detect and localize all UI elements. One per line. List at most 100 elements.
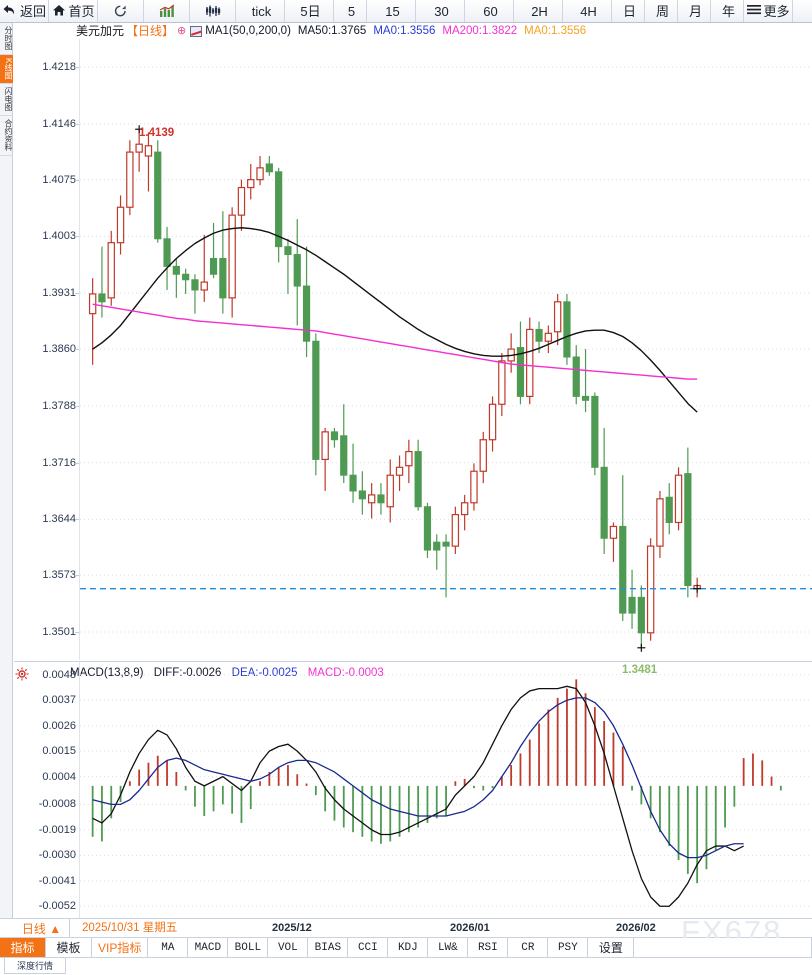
home-icon (52, 4, 66, 19)
toolbar-more[interactable]: 更多 (744, 0, 793, 22)
ma-magenta-line (92, 303, 698, 380)
macd-tick-label: -0.0030 (38, 849, 76, 862)
indicator-tab-lw[interactable]: LW& (428, 938, 469, 957)
price-tick (75, 349, 79, 351)
high-marker-cross (135, 125, 144, 134)
toolbar-indicator[interactable] (190, 0, 236, 22)
indicator-tab-ma[interactable]: MA (148, 938, 189, 957)
toolbar-m15[interactable]: 15 (367, 0, 416, 22)
candle (665, 483, 673, 535)
toolbar-chart[interactable] (144, 0, 190, 22)
toolbar-week-label: 周 (655, 3, 669, 19)
price-chart-panel[interactable]: 1.4218 1.4146 1.4075 1.4003 1.3931 1.3860 1.37… (14, 39, 812, 676)
toolbar-m5-label: 5 (347, 3, 356, 19)
indicator-tab-vol[interactable]: VOL (268, 938, 309, 957)
candle (321, 427, 329, 491)
price-tick (75, 632, 79, 634)
ma-legend: MA1(50,0,200,0) MA50:1.3765 MA0:1.3556 MA20… (205, 23, 593, 39)
price-tick (75, 293, 79, 295)
toolbar-home[interactable]: 首页 (49, 0, 98, 22)
toolbar-h2[interactable]: 2H (514, 0, 563, 22)
candle (395, 455, 404, 491)
sidebar-item-1[interactable]: K线图 (0, 55, 13, 85)
indicator-tab-[interactable]: 设置 (588, 938, 635, 957)
macd-y-axis: 0.0048 0.0037 0.0026 0.0015 0.0004 -0.0008 -0.… (14, 662, 80, 919)
high-price-annotation: 1.4139 (139, 127, 175, 139)
indicator-tab-cr[interactable]: CR (508, 938, 549, 957)
ma-settings-icon[interactable] (190, 25, 203, 37)
toolbar-day[interactable]: 日 (612, 0, 645, 22)
top-toolbar: 返回 首页 tick 5日 5 15 30 60 2H 4H 日 周 月 年 更多 fx (0, 0, 812, 23)
candle (405, 439, 413, 484)
price-tick-label: 1.4075 (42, 173, 76, 186)
price-tick (75, 236, 79, 238)
bar-chart-icon (159, 4, 175, 19)
last-price-cross (693, 584, 702, 593)
sidebar-item-3[interactable]: 合约资料 (0, 116, 13, 157)
price-tick-label: 1.3644 (42, 513, 76, 526)
indicator-tab-macd[interactable]: MACD (188, 938, 229, 957)
macd-tick-label: 0.0048 (42, 668, 76, 681)
toolbar-h4[interactable]: 4H (563, 0, 612, 22)
toolbar-h4-label: 4H (580, 3, 597, 19)
toolbar-m5[interactable]: 5 (334, 0, 367, 22)
sidebar-item-0[interactable]: 分时图 (0, 23, 13, 55)
candle (451, 506, 460, 555)
candle (284, 238, 292, 294)
macd-settings-icon[interactable] (14, 666, 30, 682)
toolbar-5day[interactable]: 5日 (285, 0, 334, 22)
candle (553, 293, 562, 346)
macd-tick-label: 0.0004 (42, 770, 76, 783)
indicator-tab-psy[interactable]: PSY (548, 938, 589, 957)
macd-chart-panel[interactable]: 0.0048 0.0037 0.0026 0.0015 0.0004 -0.0008 -0.… (14, 661, 812, 919)
candle (433, 534, 441, 570)
toolbar-m30-label: 30 (434, 3, 449, 19)
toolbar-year[interactable]: 年 (711, 0, 744, 22)
macd-tick-label: -0.0008 (38, 798, 76, 811)
candle (572, 345, 580, 405)
macd-tick-label: 0.0026 (42, 719, 76, 732)
date-label-3: 2026/02 (616, 922, 656, 934)
sidebar-item-2[interactable]: 闪电图 (0, 84, 13, 117)
toolbar-month[interactable]: 月 (678, 0, 711, 22)
toolbar-back[interactable]: 返回 (0, 0, 49, 22)
price-tick-label: 1.4218 (42, 60, 76, 73)
indicator-tab-boll[interactable]: BOLL (228, 938, 269, 957)
indicator-tab-vip[interactable]: VIP指标 (92, 938, 149, 957)
price-tick (75, 462, 79, 464)
indicator-tab-kdj[interactable]: KDJ (388, 938, 429, 957)
indicator-tab-bar: 指标 模板 VIP指标 MA MACD BOLL VOL BIAS CCI KDJ LW& RSI CR… (0, 938, 812, 958)
toolbar-year-label: 年 (721, 3, 735, 19)
indicator-tab-cci[interactable]: CCI (348, 938, 389, 957)
candle (358, 471, 366, 515)
indicator-tab-[interactable]: 指标 (0, 938, 46, 957)
ma-legend-3: MA200:1.3822 (442, 25, 518, 37)
price-tick-label: 1.3860 (42, 343, 76, 356)
macd-plot-area[interactable] (80, 662, 812, 919)
indicator-tab-rsi[interactable]: RSI (468, 938, 509, 957)
tab-bar-filler (634, 938, 812, 957)
candle (172, 258, 180, 298)
toolbar-tick[interactable]: tick (236, 0, 285, 22)
candle (88, 278, 97, 365)
toolbar-fx[interactable]: fx (807, 0, 812, 22)
indicator-tab-bias[interactable]: BIAS (308, 938, 349, 957)
candle (581, 349, 590, 413)
toolbar-week[interactable]: 周 (645, 0, 678, 22)
toolbar-m60[interactable]: 60 (465, 0, 514, 22)
macd-diff-line (92, 685, 744, 907)
candle (265, 156, 273, 176)
symbol-period[interactable]: 【日线】 (126, 24, 175, 38)
refresh-icon (113, 4, 129, 19)
status-left-label[interactable]: 深度行情 (4, 958, 66, 974)
macd-diff: DIFF:-0.0026 (153, 667, 222, 679)
crosshair-toggle-icon[interactable]: ⊕ (177, 25, 187, 37)
macd-value: MACD:-0.0003 (307, 667, 384, 679)
toolbar-m30[interactable]: 30 (416, 0, 465, 22)
toolbar-refresh[interactable] (98, 0, 144, 22)
price-plot-area[interactable] (80, 39, 812, 660)
candle (516, 321, 525, 405)
indicator-tab-[interactable]: 模板 (46, 938, 92, 957)
period-badge[interactable]: 日线 ▲ (14, 919, 70, 938)
